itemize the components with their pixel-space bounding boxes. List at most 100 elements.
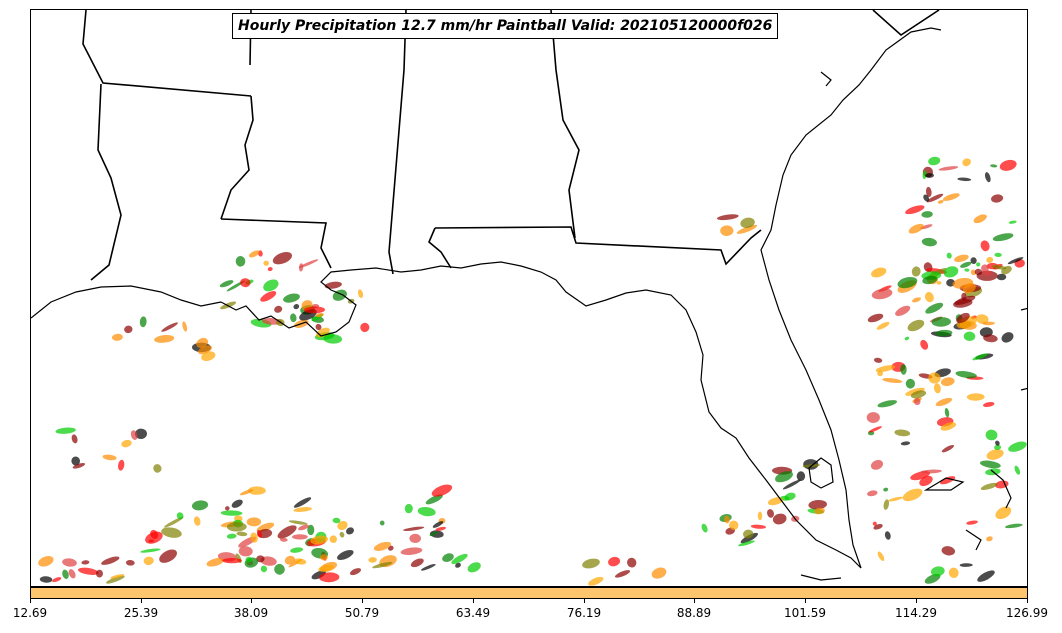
paintball-blob — [101, 556, 120, 565]
paintball-blob — [877, 400, 898, 408]
paintball-blob — [716, 214, 739, 221]
paintball-blob — [926, 193, 944, 203]
paintball-blob — [724, 515, 730, 524]
paintball-blob — [905, 378, 916, 389]
paintball-blob — [935, 329, 953, 337]
paintball-blob — [930, 566, 945, 577]
paintball-blob — [284, 555, 296, 565]
paintball-blob — [451, 553, 468, 565]
paintball-blob — [986, 536, 993, 542]
paintball-blob — [956, 312, 970, 324]
paintball-blob — [991, 265, 1007, 270]
bahamas-2 — [990, 469, 1012, 509]
paintball-blob — [925, 173, 934, 178]
paintball-blob — [81, 560, 90, 565]
paintball-blob — [62, 558, 77, 567]
paintball-blob — [750, 524, 766, 529]
florida-atlantic-coast — [760, 27, 942, 569]
paintball-blob — [260, 565, 268, 573]
paintball-blob — [970, 269, 976, 276]
paintball-blob — [143, 556, 154, 566]
paintball-blob — [923, 194, 930, 202]
paintball-blob — [996, 273, 1007, 281]
paintball-blob — [948, 567, 959, 578]
paintball-blob — [995, 480, 1009, 489]
paintball-blob — [985, 429, 998, 441]
bahamas-1 — [923, 477, 965, 491]
colorbar-tick-label: 12.69 — [12, 606, 48, 620]
paintball-blob — [148, 539, 154, 543]
map-panel — [30, 9, 1028, 587]
paintball-blob — [154, 334, 175, 343]
paintball-blob — [913, 398, 921, 406]
paintball-blob — [868, 426, 882, 433]
paintball-blob — [928, 372, 941, 384]
paintball-blob — [339, 531, 345, 538]
paintball-blob — [931, 317, 951, 327]
paintball-blob — [1001, 332, 1014, 343]
paintball-blob — [946, 252, 952, 259]
paintball-blob — [922, 275, 938, 285]
paintball-blob — [140, 548, 161, 553]
paintball-blob — [337, 520, 348, 531]
paintball-blob — [990, 164, 998, 168]
precipitation-map — [31, 10, 1027, 586]
paintball-blob — [995, 440, 1000, 446]
paintball-blob — [963, 331, 976, 342]
paintball-blob — [72, 463, 86, 469]
colorbar-tick-label: 126.99 — [1006, 606, 1048, 620]
colorbar-tick-label: 38.09 — [233, 606, 269, 620]
paintball-blob — [772, 513, 787, 525]
paintball-blob — [324, 281, 342, 289]
paintball-blob — [973, 214, 987, 224]
paintball-blob — [728, 520, 739, 530]
louisiana-mississippi-border — [220, 218, 332, 269]
colorbar-tick-label: 25.39 — [123, 606, 159, 620]
paintball-blob — [124, 325, 133, 334]
paintball-blob — [318, 564, 334, 572]
paintball-blob — [910, 390, 927, 399]
paintball-blob — [193, 516, 201, 526]
atlantic-island — [1020, 307, 1027, 311]
paintball-blob — [409, 533, 421, 544]
paintball-blob — [982, 321, 995, 326]
paintball-blob — [980, 460, 1001, 469]
colorbar-tick — [251, 599, 252, 603]
paintball-blob — [256, 522, 275, 532]
paintball-blob — [332, 289, 347, 301]
paintball-blob — [767, 509, 774, 518]
paintball-blob — [256, 555, 265, 563]
paintball-blob — [38, 555, 54, 567]
paintball-blob — [983, 334, 998, 343]
paintball-blob — [883, 487, 889, 492]
paintball-blob — [912, 297, 921, 303]
paintball-blob — [39, 576, 53, 583]
paintball-blob — [315, 323, 322, 331]
paintball-blob — [905, 387, 925, 396]
florida-panhandle-border — [428, 227, 452, 269]
paintball-blob — [307, 524, 315, 536]
paintball-blob — [924, 573, 941, 584]
paintball-blob — [920, 469, 942, 474]
paintball-blob — [176, 512, 184, 520]
paintball-blob — [368, 557, 377, 563]
paintball-blob — [740, 217, 755, 229]
paintball-blob — [955, 371, 977, 379]
arkansas-louisiana-border — [82, 10, 252, 97]
paintball-blob — [738, 540, 755, 547]
paintball-blob — [921, 237, 937, 247]
paintball-blob — [121, 439, 132, 448]
paintball-blob — [935, 397, 953, 407]
paintball-blob — [936, 281, 942, 285]
paintball-blob — [982, 402, 995, 407]
paintball-blob — [310, 535, 329, 545]
paintball-blob — [867, 490, 878, 497]
paintball-blob — [866, 412, 880, 423]
paintball-blob — [403, 526, 425, 531]
paintball-blob — [992, 233, 1014, 242]
paintball-blob — [894, 429, 911, 437]
paintball-blob — [873, 523, 883, 530]
paintball-blob — [71, 456, 81, 466]
paintball-blob — [980, 482, 998, 490]
colorbar-tick — [362, 599, 363, 603]
